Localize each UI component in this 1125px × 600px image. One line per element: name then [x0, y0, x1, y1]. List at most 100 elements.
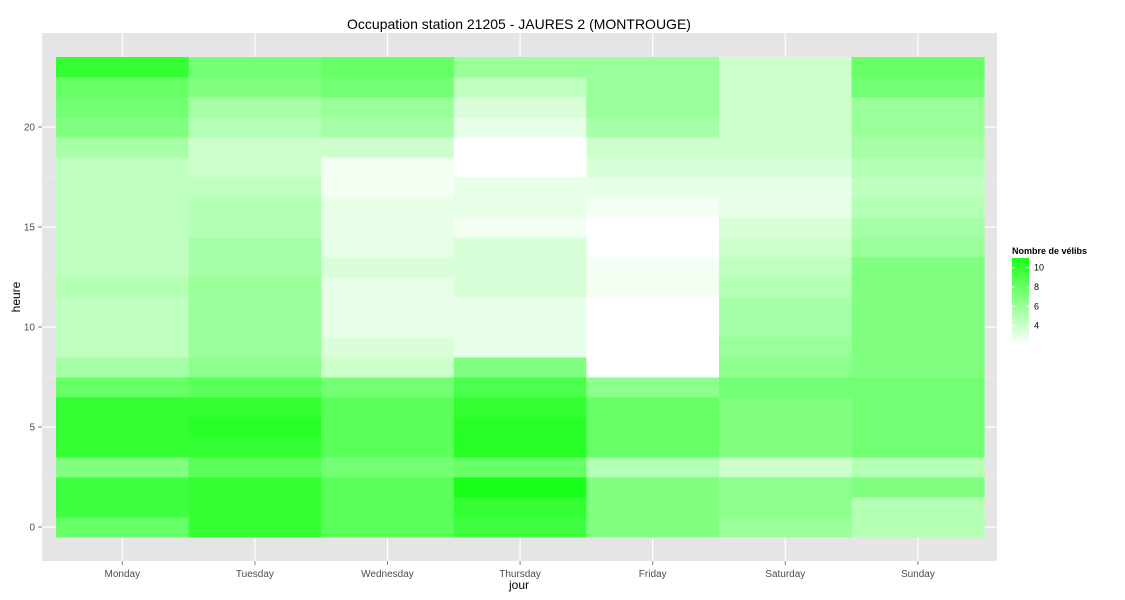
- legend-label: 8: [1034, 282, 1039, 292]
- heatmap-cell: [719, 217, 852, 238]
- heatmap-cell: [586, 337, 720, 358]
- heatmap-cell: [586, 517, 720, 538]
- heatmap-cell: [586, 397, 720, 418]
- y-tick-label: 0: [29, 523, 35, 534]
- heatmap-cell: [321, 277, 455, 298]
- heatmap-cell: [188, 517, 322, 538]
- heatmap-cell: [321, 457, 455, 478]
- heatmap-cell: [321, 477, 455, 498]
- heatmap-cell: [321, 57, 455, 78]
- y-axis: 0 5 10 15 20: [24, 123, 42, 534]
- heatmap-cell: [719, 77, 852, 98]
- heatmap-cell: [188, 297, 322, 318]
- heatmap-cell: [321, 137, 455, 158]
- heatmap-cell: [188, 277, 322, 298]
- heatmap-cell: [453, 497, 587, 518]
- heatmap-cell: [851, 397, 985, 418]
- x-axis: Monday Tuesday Wednesday Thursday Friday Satu…: [105, 561, 935, 580]
- heatmap-cell: [719, 317, 852, 338]
- heatmap-cell: [56, 257, 189, 278]
- heatmap-cell: [719, 477, 852, 498]
- heatmap-cell: [56, 57, 189, 78]
- x-axis-title: jour: [508, 578, 529, 592]
- heatmap-cell: [321, 377, 455, 398]
- heatmap-cell: [56, 477, 189, 498]
- heatmap-cell: [586, 357, 720, 378]
- heatmap-cell: [321, 197, 455, 218]
- heatmap-cell: [453, 257, 587, 278]
- heatmap-cell: [586, 277, 720, 298]
- heatmap-cell: [188, 157, 322, 178]
- heatmap-cell: [586, 197, 720, 218]
- heatmap-cell: [56, 97, 189, 118]
- legend-label: 10: [1034, 263, 1044, 273]
- heatmap-cell: [851, 277, 985, 298]
- heatmap-cell: [453, 517, 587, 538]
- heatmap-cell: [719, 297, 852, 318]
- heatmap-cell: [851, 117, 985, 138]
- heatmap-cell: [851, 197, 985, 218]
- heatmap-cell: [851, 157, 985, 178]
- heatmap-cell: [851, 97, 985, 118]
- heatmap-cell: [453, 437, 587, 458]
- legend-title: Nombre de vélibs: [1012, 246, 1087, 256]
- heatmap-cell: [56, 77, 189, 98]
- heatmap-cell: [851, 477, 985, 498]
- heatmap-cell: [851, 417, 985, 438]
- heatmap-cell: [719, 377, 852, 398]
- x-tick-label: Friday: [639, 569, 667, 580]
- heatmap-cell: [56, 277, 189, 298]
- heatmap-cell: [321, 117, 455, 138]
- heatmap-cell: [453, 277, 587, 298]
- heatmap-cell: [851, 137, 985, 158]
- heatmap-cell: [586, 477, 720, 498]
- heatmap-cell: [719, 437, 852, 458]
- heatmap-cell: [851, 257, 985, 278]
- heatmap-cell: [851, 177, 985, 198]
- heatmap-cell: [56, 157, 189, 178]
- heatmap-cell: [321, 437, 455, 458]
- heatmap-cell: [453, 157, 587, 178]
- heatmap-cell: [56, 237, 189, 258]
- heatmap-cell: [188, 177, 322, 198]
- legend-label: 4: [1034, 321, 1039, 331]
- heatmap-cell: [586, 457, 720, 478]
- heatmap-cell: [586, 437, 720, 458]
- heatmap-cell: [719, 117, 852, 138]
- x-tick-label: Wednesday: [361, 569, 414, 580]
- heatmap-cell: [719, 357, 852, 378]
- heatmap-cell: [719, 277, 852, 298]
- heatmap-cell: [56, 117, 189, 138]
- heatmap-cell: [56, 437, 189, 458]
- heatmap-cell: [586, 237, 720, 258]
- heatmap-cell: [453, 197, 587, 218]
- heatmap-cell: [56, 417, 189, 438]
- heatmap-cell: [321, 497, 455, 518]
- heatmap-cell: [719, 517, 852, 538]
- heatmap-cell: [56, 357, 189, 378]
- y-tick-label: 15: [24, 223, 36, 234]
- heatmap-cell: [56, 337, 189, 358]
- heatmap-cell: [188, 237, 322, 258]
- heatmap-cell: [719, 457, 852, 478]
- heatmap-cell: [188, 77, 322, 98]
- heatmap-cell: [719, 417, 852, 438]
- heatmap-cell: [453, 137, 587, 158]
- legend: Nombre de vélibs 4 6 8 10: [1012, 246, 1087, 345]
- heatmap-cell: [851, 337, 985, 358]
- heatmap-cell: [321, 397, 455, 418]
- heatmap-cell: [453, 397, 587, 418]
- heatmap-cell: [719, 237, 852, 258]
- heatmap-cell: [586, 497, 720, 518]
- heatmap-cell: [321, 337, 455, 358]
- heatmap-cell: [851, 237, 985, 258]
- legend-label: 6: [1034, 301, 1039, 311]
- heatmap-cell: [321, 97, 455, 118]
- heatmap-cell: [851, 437, 985, 458]
- heatmap-cell: [851, 77, 985, 98]
- heatmap-cell: [188, 197, 322, 218]
- x-tick-label: Thursday: [499, 569, 541, 580]
- heatmap-cell: [56, 137, 189, 158]
- heatmap-cell: [453, 297, 587, 318]
- heatmap-cell: [188, 497, 322, 518]
